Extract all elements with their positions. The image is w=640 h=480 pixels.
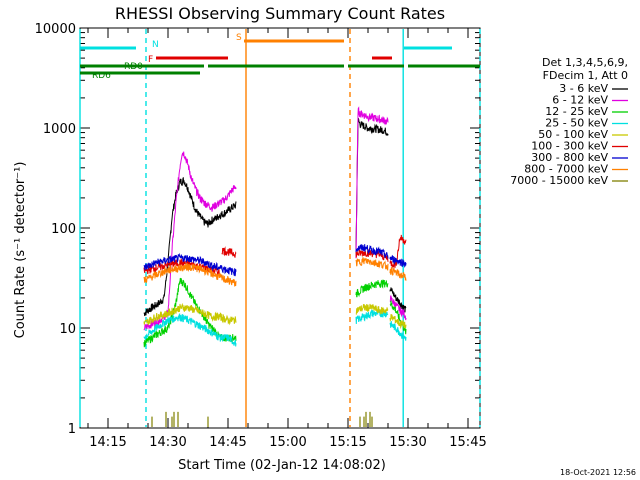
legend-entry-label: 100 - 300 keV xyxy=(531,140,608,153)
x-tick-label: 15:45 xyxy=(449,435,486,450)
flag-label-s: S xyxy=(236,33,242,43)
series-line-800-7000-kev xyxy=(355,255,389,271)
x-axis-label: Start Time (02-Jan-12 14:08:02) xyxy=(178,458,386,473)
y-tick-label: 10 xyxy=(59,322,76,337)
legend-entry-label: 50 - 100 keV xyxy=(538,128,608,141)
series-line-3-6-kev xyxy=(355,118,389,250)
flag-label-rd0: RD0 xyxy=(124,62,143,72)
series-line-800-7000-kev xyxy=(389,266,407,281)
y-tick-label: 10000 xyxy=(35,22,76,37)
series-line-300-800-kev xyxy=(355,244,389,259)
chart-title: RHESSI Observing Summary Count Rates xyxy=(115,4,445,23)
plot-frame xyxy=(79,27,481,429)
series-line-25-50-kev xyxy=(143,313,237,347)
plot-area: 1 10 100 1000 10000 14:15 14:30 14:45 15:00 15:15… xyxy=(35,22,487,450)
legend-entry-label: 25 - 50 keV xyxy=(545,117,608,130)
flag-label-rd6: RD6 xyxy=(92,71,111,81)
series-line-100-300-kev xyxy=(143,258,221,276)
series-line-6-12-kev xyxy=(389,295,407,321)
series-line-6-12-kev xyxy=(355,106,389,259)
series-line-12-25-kev xyxy=(355,279,389,298)
series-line-100-300-kev xyxy=(221,246,237,258)
legend-entry-label: 300 - 800 keV xyxy=(531,151,608,164)
series-line-100-300-kev xyxy=(355,247,389,262)
series-line-50-100-kev xyxy=(355,303,389,315)
legend-entry-label: 800 - 7000 keV xyxy=(524,163,608,176)
x-tick-label: 14:15 xyxy=(89,435,126,450)
series-line-50-100-kev xyxy=(389,314,407,330)
x-tick-label: 15:15 xyxy=(329,435,366,450)
series-line-6-12-kev xyxy=(143,151,237,331)
series-line-800-7000-kev xyxy=(143,263,237,287)
y-tick-label: 100 xyxy=(51,222,76,237)
y-axis-label: Count Rate (s⁻¹ detector⁻¹) xyxy=(13,162,28,339)
series-line-300-800-kev xyxy=(143,252,237,277)
y-tick-label: 1000 xyxy=(43,122,76,137)
legend-entry-label: 7000 - 15000 keV xyxy=(510,174,608,187)
legend-entry-label: 3 - 6 keV xyxy=(559,82,608,95)
series-line-25-50-kev xyxy=(389,321,407,341)
legend-header-line-1: Det 1,3,4,5,6,9, xyxy=(542,56,628,69)
legend: Det 1,3,4,5,6,9, FDecim 1, Att 0 3 - 6 k… xyxy=(510,56,628,187)
x-tick-label: 15:00 xyxy=(269,435,306,450)
y-tick-label: 1 xyxy=(68,422,76,437)
flag-label-f: F xyxy=(148,55,153,65)
legend-header-line-2: FDecim 1, Att 0 xyxy=(543,69,628,82)
series-line-100-300-kev xyxy=(389,234,407,269)
series-line-25-50-kev xyxy=(355,308,389,325)
x-tick-label: 15:30 xyxy=(389,435,426,450)
legend-entry-label: 6 - 12 keV xyxy=(552,94,608,107)
flag-label-n: N xyxy=(152,40,159,50)
series-line-12-25-kev xyxy=(389,300,407,335)
series-line-300-800-kev xyxy=(389,254,407,268)
legend-entry-label: 12 - 25 keV xyxy=(545,105,608,118)
series-line-50-100-kev xyxy=(143,302,237,326)
x-tick-label: 14:45 xyxy=(209,435,246,450)
footer-timestamp: 18-Oct-2021 12:56 xyxy=(560,468,636,477)
series-line-3-6-kev xyxy=(143,177,237,317)
x-tick-label: 14:30 xyxy=(149,435,186,450)
